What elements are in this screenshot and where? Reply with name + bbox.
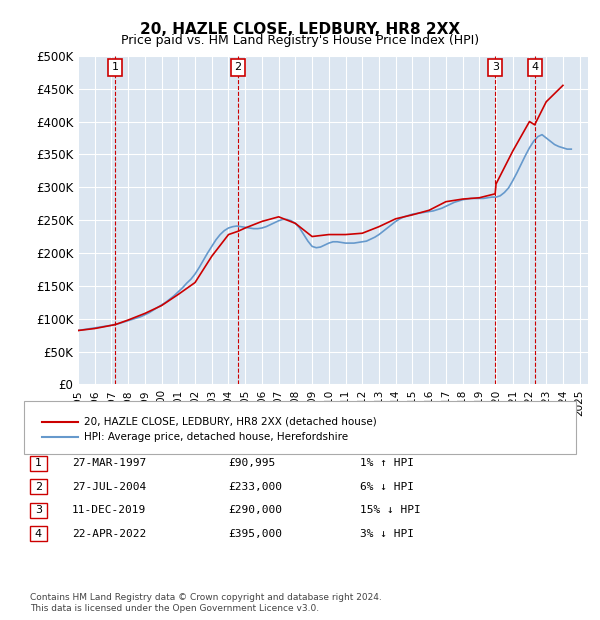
Text: 27-MAR-1997: 27-MAR-1997 bbox=[72, 458, 146, 468]
Text: 3: 3 bbox=[491, 63, 499, 73]
Text: 2: 2 bbox=[235, 63, 242, 73]
Text: £90,995: £90,995 bbox=[228, 458, 275, 468]
Text: 4: 4 bbox=[531, 63, 538, 73]
Text: 1: 1 bbox=[112, 63, 119, 73]
Text: 2: 2 bbox=[35, 482, 42, 492]
Text: 15% ↓ HPI: 15% ↓ HPI bbox=[360, 505, 421, 515]
Text: £395,000: £395,000 bbox=[228, 529, 282, 539]
Text: 20, HAZLE CLOSE, LEDBURY, HR8 2XX: 20, HAZLE CLOSE, LEDBURY, HR8 2XX bbox=[140, 22, 460, 37]
Text: 1% ↑ HPI: 1% ↑ HPI bbox=[360, 458, 414, 468]
Text: 6% ↓ HPI: 6% ↓ HPI bbox=[360, 482, 414, 492]
Text: Contains HM Land Registry data © Crown copyright and database right 2024.
This d: Contains HM Land Registry data © Crown c… bbox=[30, 593, 382, 613]
Text: £233,000: £233,000 bbox=[228, 482, 282, 492]
Text: 4: 4 bbox=[35, 529, 42, 539]
Text: 22-APR-2022: 22-APR-2022 bbox=[72, 529, 146, 539]
Text: 3% ↓ HPI: 3% ↓ HPI bbox=[360, 529, 414, 539]
Text: HPI: Average price, detached house, Herefordshire: HPI: Average price, detached house, Here… bbox=[84, 432, 348, 442]
Text: 11-DEC-2019: 11-DEC-2019 bbox=[72, 505, 146, 515]
Text: Price paid vs. HM Land Registry's House Price Index (HPI): Price paid vs. HM Land Registry's House … bbox=[121, 34, 479, 47]
Text: 20, HAZLE CLOSE, LEDBURY, HR8 2XX (detached house): 20, HAZLE CLOSE, LEDBURY, HR8 2XX (detac… bbox=[84, 417, 377, 427]
Text: 1: 1 bbox=[35, 458, 42, 468]
Text: 27-JUL-2004: 27-JUL-2004 bbox=[72, 482, 146, 492]
Text: £290,000: £290,000 bbox=[228, 505, 282, 515]
Text: 3: 3 bbox=[35, 505, 42, 515]
